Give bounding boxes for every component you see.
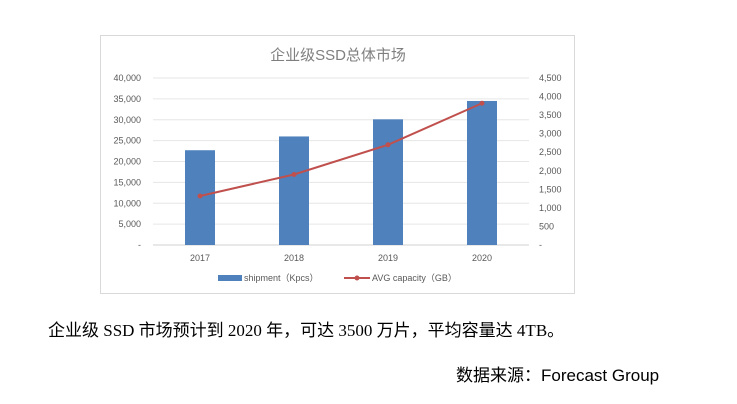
legend-marker-capacity	[354, 275, 360, 281]
point-avg-capacity-2017	[197, 193, 203, 199]
point-avg-capacity-2018	[291, 171, 297, 177]
bar-shipment-2018	[279, 136, 309, 245]
right-tick-label: 2,500	[539, 147, 562, 157]
left-tick-label: 20,000	[113, 157, 141, 167]
left-tick-label: 30,000	[113, 115, 141, 125]
right-tick-label: 500	[539, 221, 554, 231]
point-avg-capacity-2020	[479, 100, 485, 106]
left-tick-label: 35,000	[113, 94, 141, 104]
legend: shipment（Kpcs） AVG capacity（GB）	[218, 273, 457, 283]
x-tick-label: 2018	[284, 253, 304, 263]
right-tick-label: 1,500	[539, 184, 562, 194]
bar-shipment-2020	[467, 100, 497, 246]
left-tick-label: 10,000	[113, 198, 141, 208]
legend-swatch-shipment	[218, 275, 242, 281]
right-tick-label: 3,500	[539, 110, 562, 120]
left-tick-label: 5,000	[118, 219, 141, 229]
line-avg-capacity	[199, 102, 483, 197]
point-avg-capacity-2019	[385, 142, 391, 148]
chart-title: 企业级SSD总体市场	[270, 46, 406, 64]
right-tick-label: 2,000	[539, 166, 562, 176]
right-tick-label: 4,500	[539, 73, 562, 83]
source-note: 数据来源：Forecast Group	[456, 366, 660, 385]
legend-label-capacity: AVG capacity（GB）	[372, 273, 457, 283]
x-tick-label: 2020	[472, 253, 492, 263]
left-tick-label: 40,000	[113, 73, 141, 83]
right-tick-label: 3,000	[539, 129, 562, 139]
bar-shipment-2019	[373, 119, 403, 245]
right-tick-label: 1,000	[539, 203, 562, 213]
legend-label-shipment: shipment（Kpcs）	[244, 273, 319, 283]
x-tick-label: 2017	[190, 253, 210, 263]
left-tick-label: 15,000	[113, 177, 141, 187]
x-tick-label: 2019	[378, 253, 398, 263]
chart: 企业级SSD总体市场 - 5,000 10,000 15,000 20,000 25,00…	[100, 35, 575, 294]
left-tick-label: -	[138, 240, 141, 250]
caption: 企业级 SSD 市场预计到 2020 年，可达 3500 万片，平均容量达 4T…	[48, 321, 565, 340]
left-tick-label: 25,000	[113, 136, 141, 146]
right-tick-label: -	[539, 240, 542, 250]
chart-svg: 企业级SSD总体市场 - 5,000 10,000 15,000 20,000 25,00…	[113, 46, 562, 283]
right-tick-label: 4,000	[539, 92, 562, 102]
